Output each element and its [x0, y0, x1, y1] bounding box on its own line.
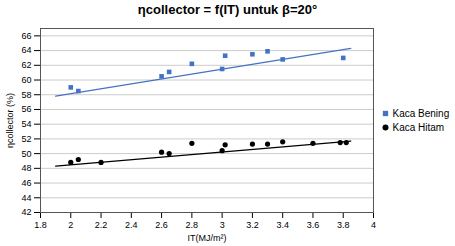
svg-text:3.8: 3.8 — [337, 220, 350, 230]
svg-text:52: 52 — [21, 134, 31, 144]
svg-text:62: 62 — [21, 60, 31, 70]
svg-text:3.2: 3.2 — [246, 220, 259, 230]
svg-text:IT(MJ/m²): IT(MJ/m²) — [188, 233, 227, 243]
svg-text:3: 3 — [220, 220, 225, 230]
svg-text:1.8: 1.8 — [34, 220, 47, 230]
svg-text:56: 56 — [21, 104, 31, 114]
svg-text:66: 66 — [21, 31, 31, 41]
svg-text:60: 60 — [21, 75, 31, 85]
svg-text:3.4: 3.4 — [276, 220, 289, 230]
svg-text:44: 44 — [21, 193, 31, 203]
svg-text:3.6: 3.6 — [307, 220, 320, 230]
svg-text:2.6: 2.6 — [155, 220, 168, 230]
svg-text:42: 42 — [21, 207, 31, 217]
svg-text:2: 2 — [68, 220, 73, 230]
svg-text:46: 46 — [21, 178, 31, 188]
svg-text:2.8: 2.8 — [186, 220, 199, 230]
svg-text:Kaca Bening: Kaca Bening — [393, 108, 450, 119]
svg-text:2.2: 2.2 — [95, 220, 108, 230]
svg-text:Kaca Hitam: Kaca Hitam — [393, 122, 445, 133]
html-text:ηcollector = f(IT) untuk β=20°: ηcollector = f(IT) untuk β=20° — [137, 2, 318, 17]
svg-text:58: 58 — [21, 90, 31, 100]
svg-text:2.4: 2.4 — [125, 220, 138, 230]
svg-text:ηcollector (%): ηcollector (%) — [5, 93, 15, 148]
svg-text:48: 48 — [21, 163, 31, 173]
svg-text:64: 64 — [21, 45, 31, 55]
svg-text:54: 54 — [21, 119, 31, 129]
svg-text:4: 4 — [371, 220, 376, 230]
svg-text:50: 50 — [21, 149, 31, 159]
